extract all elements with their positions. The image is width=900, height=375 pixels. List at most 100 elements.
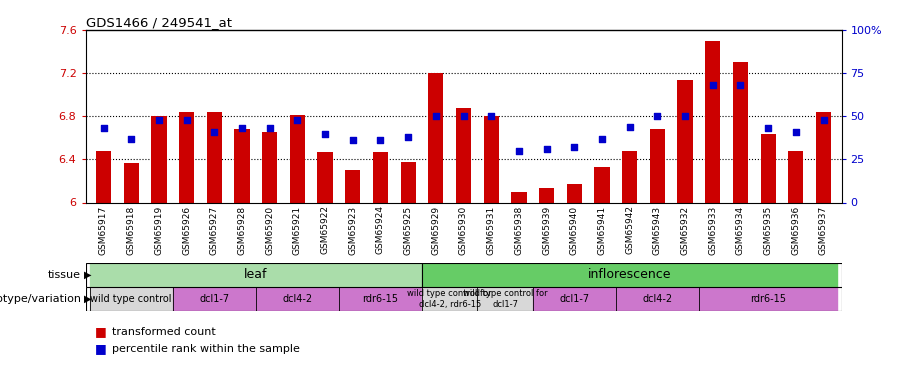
Point <box>816 117 831 123</box>
Text: GSM65930: GSM65930 <box>459 206 468 255</box>
Bar <box>456 108 471 202</box>
Point <box>567 144 581 150</box>
Text: GSM65925: GSM65925 <box>403 206 412 255</box>
Text: GSM65929: GSM65929 <box>431 206 440 255</box>
Bar <box>539 189 554 202</box>
Bar <box>123 163 139 202</box>
Text: leaf: leaf <box>244 268 267 281</box>
Bar <box>594 167 609 202</box>
Bar <box>234 129 249 203</box>
Text: GSM65927: GSM65927 <box>210 206 219 255</box>
Point <box>96 125 111 131</box>
Bar <box>179 112 194 202</box>
Point <box>318 130 332 136</box>
Point <box>678 113 692 119</box>
Bar <box>90 287 173 311</box>
Bar <box>733 62 748 202</box>
Point <box>400 134 415 140</box>
Point <box>263 125 277 131</box>
Text: ■: ■ <box>94 326 106 338</box>
Point <box>512 148 526 154</box>
Bar <box>373 152 388 202</box>
Bar <box>678 80 693 203</box>
Point <box>706 82 720 88</box>
Text: dcl4-2: dcl4-2 <box>643 294 672 304</box>
Text: GSM65924: GSM65924 <box>376 206 385 255</box>
Bar <box>622 151 637 202</box>
Bar <box>511 192 526 202</box>
Point <box>346 137 360 143</box>
Bar <box>650 129 665 203</box>
Text: wild type control for
dcl4-2, rdr6-15: wild type control for dcl4-2, rdr6-15 <box>408 290 492 309</box>
Bar <box>290 115 305 202</box>
Bar <box>428 73 444 202</box>
Text: wild type control: wild type control <box>90 294 172 304</box>
Text: GSM65937: GSM65937 <box>819 206 828 255</box>
Point <box>623 124 637 130</box>
Text: GSM65941: GSM65941 <box>598 206 607 255</box>
Text: dcl1-7: dcl1-7 <box>199 294 230 304</box>
Bar <box>96 151 111 202</box>
Text: GSM65918: GSM65918 <box>127 206 136 255</box>
Text: GSM65932: GSM65932 <box>680 206 689 255</box>
Text: GSM65923: GSM65923 <box>348 206 357 255</box>
Text: GSM65943: GSM65943 <box>652 206 662 255</box>
Bar <box>616 287 699 311</box>
Text: percentile rank within the sample: percentile rank within the sample <box>112 344 301 354</box>
Text: rdr6-15: rdr6-15 <box>750 294 786 304</box>
Bar <box>816 112 831 202</box>
Text: GSM65938: GSM65938 <box>515 206 524 255</box>
Text: GSM65919: GSM65919 <box>155 206 164 255</box>
Point <box>124 136 139 142</box>
Bar <box>151 116 166 202</box>
Text: GSM65942: GSM65942 <box>626 206 634 255</box>
Text: GSM65939: GSM65939 <box>542 206 551 255</box>
Text: inflorescence: inflorescence <box>588 268 671 281</box>
Text: GSM65936: GSM65936 <box>791 206 800 255</box>
Bar <box>760 134 776 202</box>
Text: transformed count: transformed count <box>112 327 216 337</box>
Point <box>760 125 775 131</box>
Bar <box>705 41 720 203</box>
Bar <box>256 287 339 311</box>
Text: tissue: tissue <box>48 270 81 280</box>
Text: GSM65921: GSM65921 <box>292 206 302 255</box>
Bar <box>422 287 477 311</box>
Point <box>484 113 499 119</box>
Point <box>595 136 609 142</box>
Text: GSM65934: GSM65934 <box>736 206 745 255</box>
Text: GSM65917: GSM65917 <box>99 206 108 255</box>
Text: GSM65931: GSM65931 <box>487 206 496 255</box>
Bar <box>400 162 416 202</box>
Text: ▶: ▶ <box>84 270 91 280</box>
Text: ■: ■ <box>94 342 106 355</box>
Bar <box>477 287 533 311</box>
Text: GSM65928: GSM65928 <box>238 206 247 255</box>
Bar <box>90 262 422 287</box>
Text: GDS1466 / 249541_at: GDS1466 / 249541_at <box>86 16 231 29</box>
Text: GSM65926: GSM65926 <box>182 206 191 255</box>
Text: GSM65935: GSM65935 <box>763 206 772 255</box>
Point <box>539 146 554 152</box>
Bar <box>699 287 837 311</box>
Text: rdr6-15: rdr6-15 <box>363 294 399 304</box>
Point <box>428 113 443 119</box>
Bar <box>533 287 616 311</box>
Point <box>290 117 304 123</box>
Text: GSM65920: GSM65920 <box>266 206 274 255</box>
Bar <box>262 132 277 202</box>
Point <box>207 129 221 135</box>
Text: ▶: ▶ <box>84 294 91 304</box>
Text: genotype/variation: genotype/variation <box>0 294 81 304</box>
Point <box>788 129 803 135</box>
Bar <box>173 287 256 311</box>
Bar <box>422 262 837 287</box>
Point <box>456 113 471 119</box>
Text: GSM65940: GSM65940 <box>570 206 579 255</box>
Text: dcl1-7: dcl1-7 <box>559 294 590 304</box>
Text: GSM65922: GSM65922 <box>320 206 329 255</box>
Point <box>179 117 194 123</box>
Point <box>734 82 748 88</box>
Point <box>235 125 249 131</box>
Bar <box>339 287 422 311</box>
